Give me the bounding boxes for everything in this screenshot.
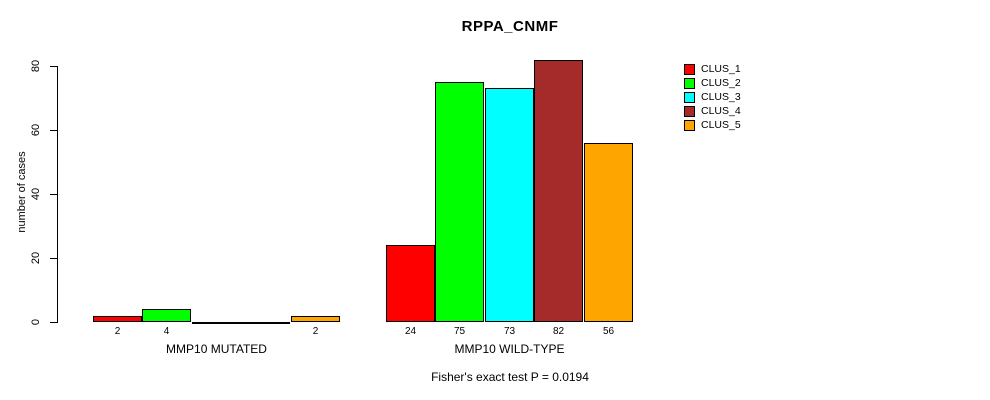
legend-label: CLUS_5 [701,119,741,131]
bar-clus_2 [142,309,191,322]
legend-row: CLUS_4 [684,104,741,118]
y-axis-tick-label: 0 [30,318,42,326]
legend-label: CLUS_1 [701,63,741,75]
y-axis-tick-label: 60 [30,123,42,137]
bar-clus_5 [291,316,340,322]
legend-row: CLUS_1 [684,62,741,76]
footer-note: Fisher's exact test P = 0.0194 [431,370,589,384]
legend-swatch-icon [684,63,695,75]
bar-clus_4 [534,60,583,322]
x-group-label: MMP10 WILD-TYPE [454,342,565,356]
bar-clus_1 [93,316,142,322]
y-axis-tick [50,322,57,323]
legend-row: CLUS_5 [684,118,741,132]
y-axis-tick [50,130,57,131]
bar-clus_4 [241,322,290,324]
y-axis-tick-label: 40 [30,187,42,201]
bar-value-label: 73 [503,326,516,337]
legend-label: CLUS_2 [701,77,741,89]
y-axis-tick [50,194,57,195]
bar-clus_5 [584,143,633,322]
legend-swatch-icon [684,105,695,117]
bar-clus_3 [192,322,241,324]
y-axis-tick [50,66,57,67]
legend-swatch-icon [684,77,695,89]
y-axis-tick-label: 80 [30,59,42,73]
bar-clus_3 [485,88,534,322]
bar-value-label: 4 [163,326,170,337]
bar-value-label: 2 [312,326,319,337]
bar-value-label: 82 [552,326,565,337]
legend-row: CLUS_3 [684,90,741,104]
y-axis-tick-label: 20 [30,251,42,265]
y-axis-line [57,66,58,323]
legend-label: CLUS_3 [701,91,741,103]
chart-title: RPPA_CNMF [461,18,559,35]
bar-value-label: 2 [114,326,121,337]
legend: CLUS_1 CLUS_2 CLUS_3 CLUS_4 CLUS_5 [684,62,741,132]
legend-row: CLUS_2 [684,76,741,90]
x-group-label: MMP10 MUTATED [166,342,267,356]
legend-swatch-icon [684,91,695,103]
bar-clus_1 [386,245,435,322]
y-axis-tick [50,258,57,259]
bar-clus_2 [435,82,484,322]
bar-value-label: 24 [404,326,417,337]
bar-value-label: 56 [602,326,615,337]
legend-swatch-icon [684,119,695,131]
legend-label: CLUS_4 [701,105,741,117]
bar-value-label: 75 [453,326,466,337]
y-axis-label: number of cases [16,151,28,233]
